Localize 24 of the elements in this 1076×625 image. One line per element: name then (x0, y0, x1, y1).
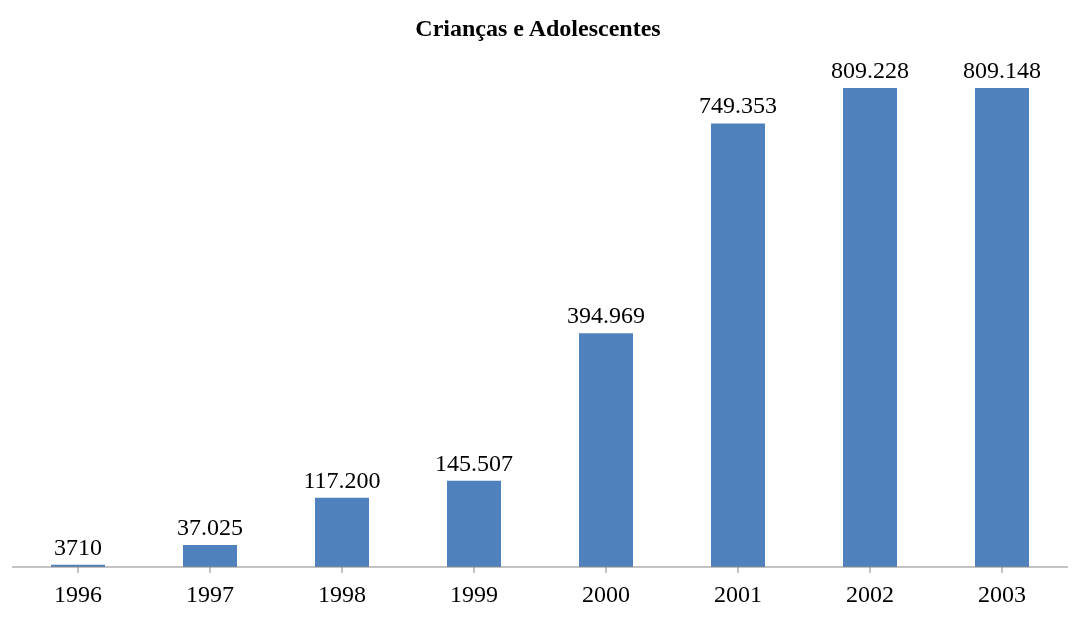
data-label: 809.228 (831, 57, 909, 83)
bar (975, 88, 1029, 567)
data-label: 3710 (54, 533, 102, 560)
data-label: 749.353 (699, 92, 777, 119)
x-tick-label: 1997 (186, 581, 234, 608)
x-tick-label: 2001 (714, 581, 762, 608)
x-tick-label: 2003 (978, 581, 1026, 608)
x-tick-label: 2000 (582, 581, 630, 608)
data-label: 809.148 (963, 57, 1041, 84)
x-tick-label: 1998 (318, 581, 366, 608)
chart-title: Crianças e Adolescentes (414, 14, 662, 43)
data-label: 145.507 (435, 449, 513, 476)
bar (315, 497, 369, 567)
bar (183, 545, 237, 567)
bar (579, 333, 633, 567)
bar (843, 88, 897, 567)
bar (447, 480, 501, 567)
data-label: 37.025 (177, 514, 243, 541)
data-label: 394.969 (567, 302, 645, 329)
data-label: 117.200 (303, 466, 381, 493)
bar (711, 123, 765, 567)
x-tick-label: 2002 (846, 581, 894, 608)
x-tick-label: 1996 (54, 581, 102, 608)
x-tick-label: 1999 (450, 581, 498, 608)
